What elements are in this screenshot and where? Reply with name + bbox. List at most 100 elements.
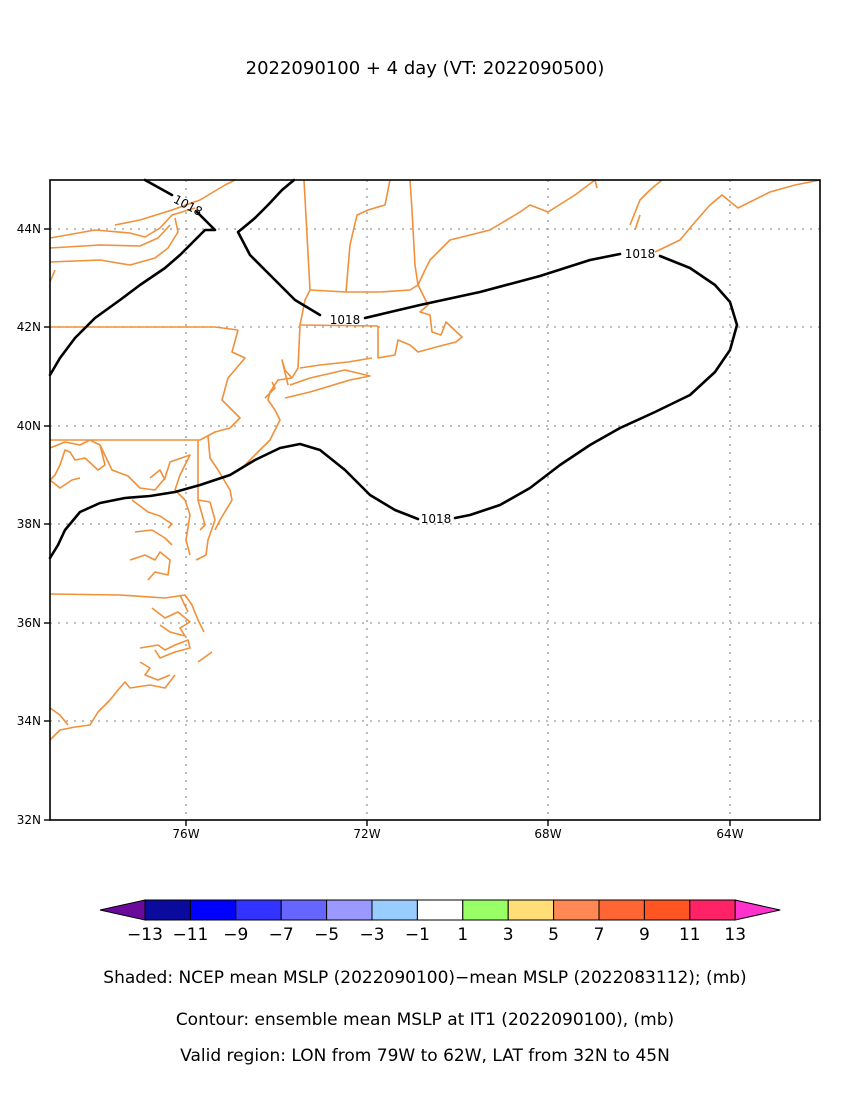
lat-tick-label: 42N xyxy=(17,320,41,334)
coastline-seg xyxy=(114,179,236,226)
lon-tick-label: 68W xyxy=(534,827,561,841)
coastline-seg xyxy=(654,179,821,253)
colorbar-label: 5 xyxy=(548,925,559,945)
caption-region: Valid region: LON from 79W to 62W, LAT f… xyxy=(180,1046,670,1066)
border-seg xyxy=(291,324,301,379)
mslp-contours xyxy=(48,178,739,560)
colorbar-label: −9 xyxy=(223,925,248,945)
contour-label: 1018 xyxy=(330,313,361,327)
colorbar-box xyxy=(416,899,464,921)
colorbar-arrow-high xyxy=(734,899,781,921)
border-seg xyxy=(221,329,246,429)
caption-contour: Contour: ensemble mean MSLP at IT1 (2022… xyxy=(175,1010,675,1030)
colorbar-label: −7 xyxy=(269,925,294,945)
contour-line xyxy=(48,442,420,560)
colorbar-labels: −13 −11 −9 −7 −5 −3 −1 1 3 5 7 9 11 13 xyxy=(127,925,746,945)
coastline-seg xyxy=(49,269,56,283)
coastline-seg xyxy=(49,207,196,239)
coastline-seg xyxy=(139,661,171,681)
contour-label: 1018 xyxy=(625,247,656,261)
colorbar-label: −1 xyxy=(405,925,430,945)
map-frame xyxy=(49,179,821,821)
colorbar-box xyxy=(689,899,736,921)
contour-line xyxy=(453,254,739,520)
coastline-seg xyxy=(49,477,81,489)
border-seg xyxy=(409,179,419,286)
coastline-seg xyxy=(424,179,596,271)
colorbar-label: −13 xyxy=(127,925,163,945)
border-seg xyxy=(299,357,373,369)
lat-tick-label: 40N xyxy=(17,419,41,433)
border-seg xyxy=(345,179,391,293)
lon-tick-label: 64W xyxy=(716,827,743,841)
lon-labels: 76W 72W 68W 64W xyxy=(172,827,743,841)
coastline-seg xyxy=(594,179,598,189)
lat-tick-label: 36N xyxy=(17,616,41,630)
coastline-seg xyxy=(131,499,173,529)
coastline-seg xyxy=(49,439,106,481)
colorbar-box xyxy=(280,899,328,921)
colorbar-box xyxy=(643,899,691,921)
border-seg xyxy=(309,269,426,293)
coastline-seg xyxy=(264,381,276,399)
contour-line xyxy=(48,210,217,377)
coastline-seg xyxy=(49,217,179,266)
coastline-seg xyxy=(134,529,173,546)
coastline-seg xyxy=(197,651,213,663)
coastline-seg xyxy=(179,594,189,613)
border-seg xyxy=(50,427,231,441)
colorbar-box xyxy=(507,899,555,921)
caption-shaded: Shaded: NCEP mean MSLP (2022090100)−mean… xyxy=(103,968,747,988)
map-panel: 1018 1018 1018 1018 44N 42N 40N 38N xyxy=(17,178,821,841)
colorbar-box xyxy=(553,899,600,921)
coastline-seg xyxy=(129,551,171,581)
lat-tick-label: 38N xyxy=(17,517,41,531)
coastline-seg xyxy=(634,214,641,231)
coastline-seg xyxy=(281,359,293,386)
colorbar xyxy=(99,899,781,921)
colorbar-box xyxy=(371,899,418,921)
coastline-seg xyxy=(629,179,663,226)
colorbar-label: 13 xyxy=(724,925,746,945)
colorbar-box xyxy=(144,899,191,921)
lon-tick-label: 72W xyxy=(353,827,380,841)
colorbar-box xyxy=(326,899,373,921)
colorbar-label: −11 xyxy=(172,925,208,945)
colorbar-label: −3 xyxy=(359,925,384,945)
coastline-seg xyxy=(49,707,69,726)
border-seg xyxy=(197,440,211,503)
coastline-seg xyxy=(99,444,191,501)
contour-label: 1018 xyxy=(171,192,205,219)
colorbar-label: −5 xyxy=(314,925,339,945)
lat-tick-label: 44N xyxy=(17,222,41,236)
colorbar-label: 3 xyxy=(503,925,514,945)
lat-tick-label: 34N xyxy=(17,714,41,728)
coastline-seg xyxy=(49,674,176,741)
coastline-seg xyxy=(197,499,206,531)
coastline-seg xyxy=(139,639,191,659)
colorbar-label: 9 xyxy=(639,925,650,945)
colorbar-arrow-low xyxy=(99,899,146,921)
coastline-seg xyxy=(377,284,463,359)
contour-line xyxy=(363,252,622,320)
coastline-seg xyxy=(184,499,191,556)
border-seg xyxy=(299,324,379,327)
colorbar-label: 7 xyxy=(594,925,605,945)
graticule xyxy=(50,180,820,820)
coastline-seg xyxy=(149,469,166,481)
colorbar-box xyxy=(189,899,237,921)
lon-tick-label: 76W xyxy=(172,827,199,841)
lat-labels: 44N 42N 40N 38N 36N 34N 32N xyxy=(17,222,41,827)
coastline-seg xyxy=(207,435,233,531)
coastline-seg xyxy=(195,501,216,561)
coastline-seg xyxy=(49,224,171,249)
lat-tick-label: 32N xyxy=(17,813,41,827)
coastlines xyxy=(49,179,821,741)
coastline-seg xyxy=(284,369,371,399)
contour-line xyxy=(143,178,174,197)
contour-label: 1018 xyxy=(421,512,452,526)
map-title: 2022090100 + 4 day (VT: 2022090500) xyxy=(245,58,605,79)
coastline-seg xyxy=(151,607,191,637)
colorbar-box xyxy=(235,899,282,921)
